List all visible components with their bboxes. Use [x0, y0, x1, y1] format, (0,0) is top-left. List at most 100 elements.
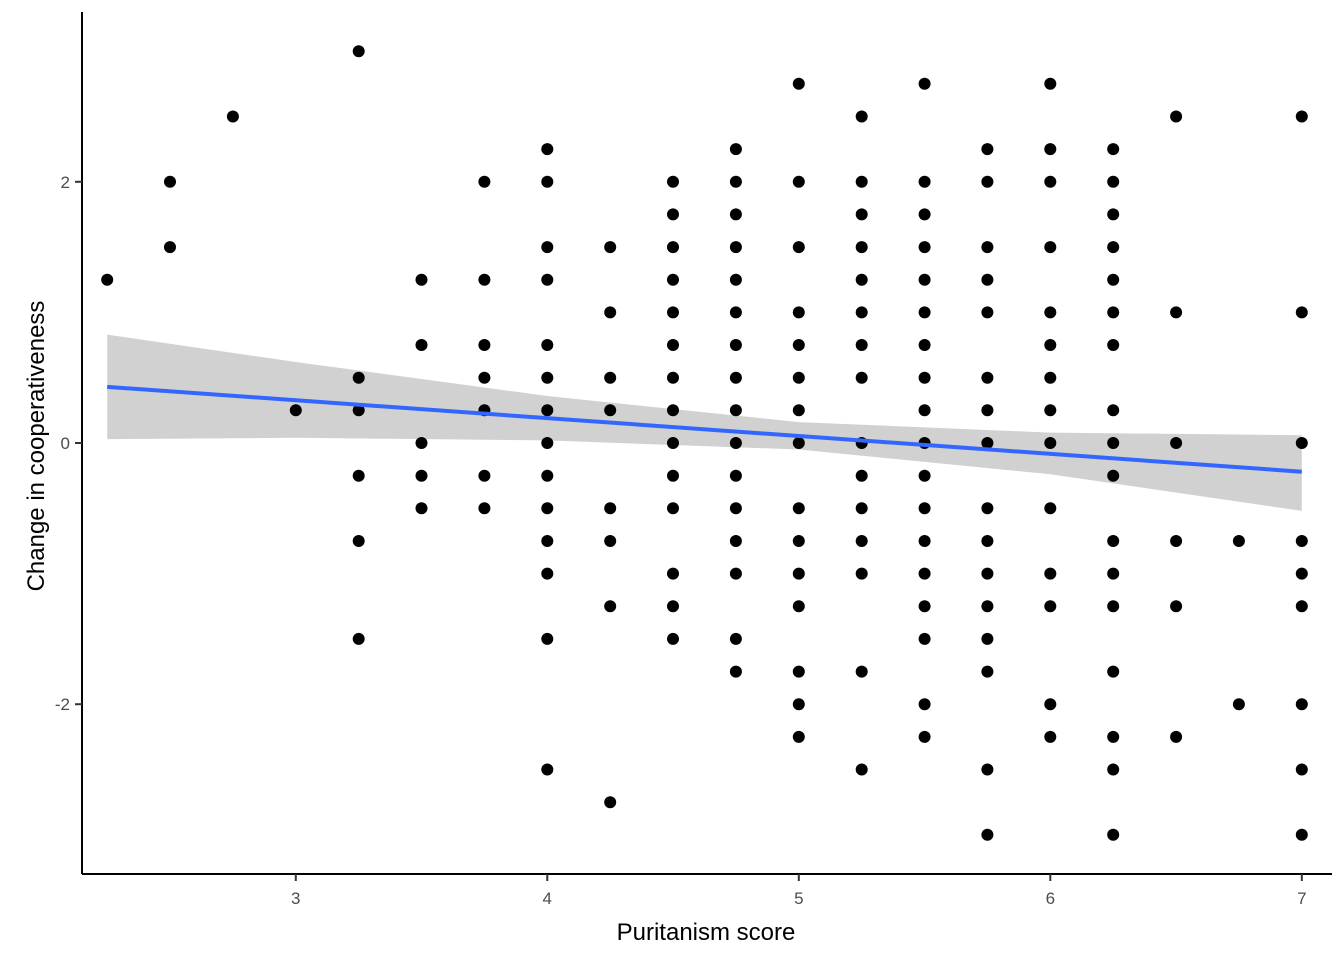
data-point [1107, 535, 1120, 547]
data-point [855, 175, 868, 188]
data-point [792, 371, 805, 384]
axes-layer: 3 4 5 6 7 -2 0 2 [55, 12, 1332, 908]
x-tick-label: 6 [1046, 889, 1055, 908]
data-point [1295, 567, 1308, 580]
data-point [1044, 404, 1057, 417]
y-tick-label: -2 [55, 695, 70, 714]
data-point [1044, 241, 1057, 254]
data-point [541, 535, 554, 547]
data-point [981, 437, 994, 449]
data-point [604, 535, 617, 547]
data-point [1107, 273, 1120, 286]
data-point [415, 339, 428, 351]
data-point [792, 730, 805, 743]
data-point [541, 437, 554, 449]
data-point [729, 241, 742, 254]
data-point [981, 241, 994, 254]
data-point [415, 469, 428, 482]
data-point [1107, 665, 1120, 678]
data-point [981, 632, 994, 645]
data-point [918, 371, 931, 384]
data-point [729, 535, 742, 547]
data-point [729, 175, 742, 188]
data-point [541, 632, 554, 645]
data-point [918, 600, 931, 613]
data-point [667, 208, 679, 221]
data-point [1295, 306, 1308, 319]
y-tick-label: 0 [61, 434, 70, 453]
data-point [918, 208, 931, 221]
data-point [1170, 306, 1183, 319]
data-point [478, 502, 491, 515]
data-point [289, 404, 302, 417]
data-point [792, 567, 805, 580]
data-point [729, 273, 742, 286]
points-layer [101, 45, 1308, 841]
data-point [918, 273, 931, 286]
data-point [981, 143, 994, 156]
data-point [1107, 567, 1120, 580]
data-point [918, 175, 931, 188]
data-point [352, 404, 365, 417]
data-point [981, 763, 994, 776]
data-point [855, 208, 868, 221]
data-point [1107, 339, 1120, 351]
data-point [1107, 600, 1120, 613]
data-point [541, 567, 554, 580]
data-point [352, 45, 365, 58]
data-point [667, 273, 679, 286]
data-point [478, 339, 491, 351]
data-point [1044, 567, 1057, 580]
data-point [1295, 535, 1308, 547]
confidence-ribbon [107, 334, 1302, 511]
data-point [1232, 535, 1245, 547]
data-point [1170, 730, 1183, 743]
data-point [918, 339, 931, 351]
data-point [918, 404, 931, 417]
data-point [918, 77, 931, 90]
data-point [667, 502, 679, 515]
data-point [1295, 763, 1308, 776]
data-point [1107, 143, 1120, 156]
data-point [792, 77, 805, 90]
data-point [604, 404, 617, 417]
data-point [1170, 600, 1183, 613]
data-point [792, 339, 805, 351]
data-point [1044, 502, 1057, 515]
data-point [1044, 143, 1057, 156]
data-point [855, 306, 868, 319]
data-point [792, 437, 805, 449]
data-point [792, 306, 805, 319]
data-point [918, 502, 931, 515]
data-point [1107, 306, 1120, 319]
data-point [352, 535, 365, 547]
data-point [1107, 828, 1120, 841]
data-point [1295, 437, 1308, 449]
data-point [981, 567, 994, 580]
confidence-ribbon-layer [107, 334, 1302, 511]
data-point [667, 339, 679, 351]
data-point [855, 535, 868, 547]
data-point [667, 632, 679, 645]
data-point [478, 273, 491, 286]
data-point [1044, 339, 1057, 351]
data-point [792, 404, 805, 417]
data-point [226, 110, 239, 123]
data-point [1107, 175, 1120, 188]
data-point [541, 339, 554, 351]
data-point [1044, 698, 1057, 711]
data-point [415, 437, 428, 449]
data-point [1107, 241, 1120, 254]
data-point [855, 339, 868, 351]
data-point [604, 600, 617, 613]
data-point [1107, 404, 1120, 417]
x-axis-title: Puritanism score [617, 919, 796, 946]
data-point [541, 371, 554, 384]
data-point [792, 600, 805, 613]
data-point [981, 175, 994, 188]
data-point [729, 208, 742, 221]
data-point [855, 241, 868, 254]
data-point [164, 175, 176, 188]
data-point [918, 241, 931, 254]
